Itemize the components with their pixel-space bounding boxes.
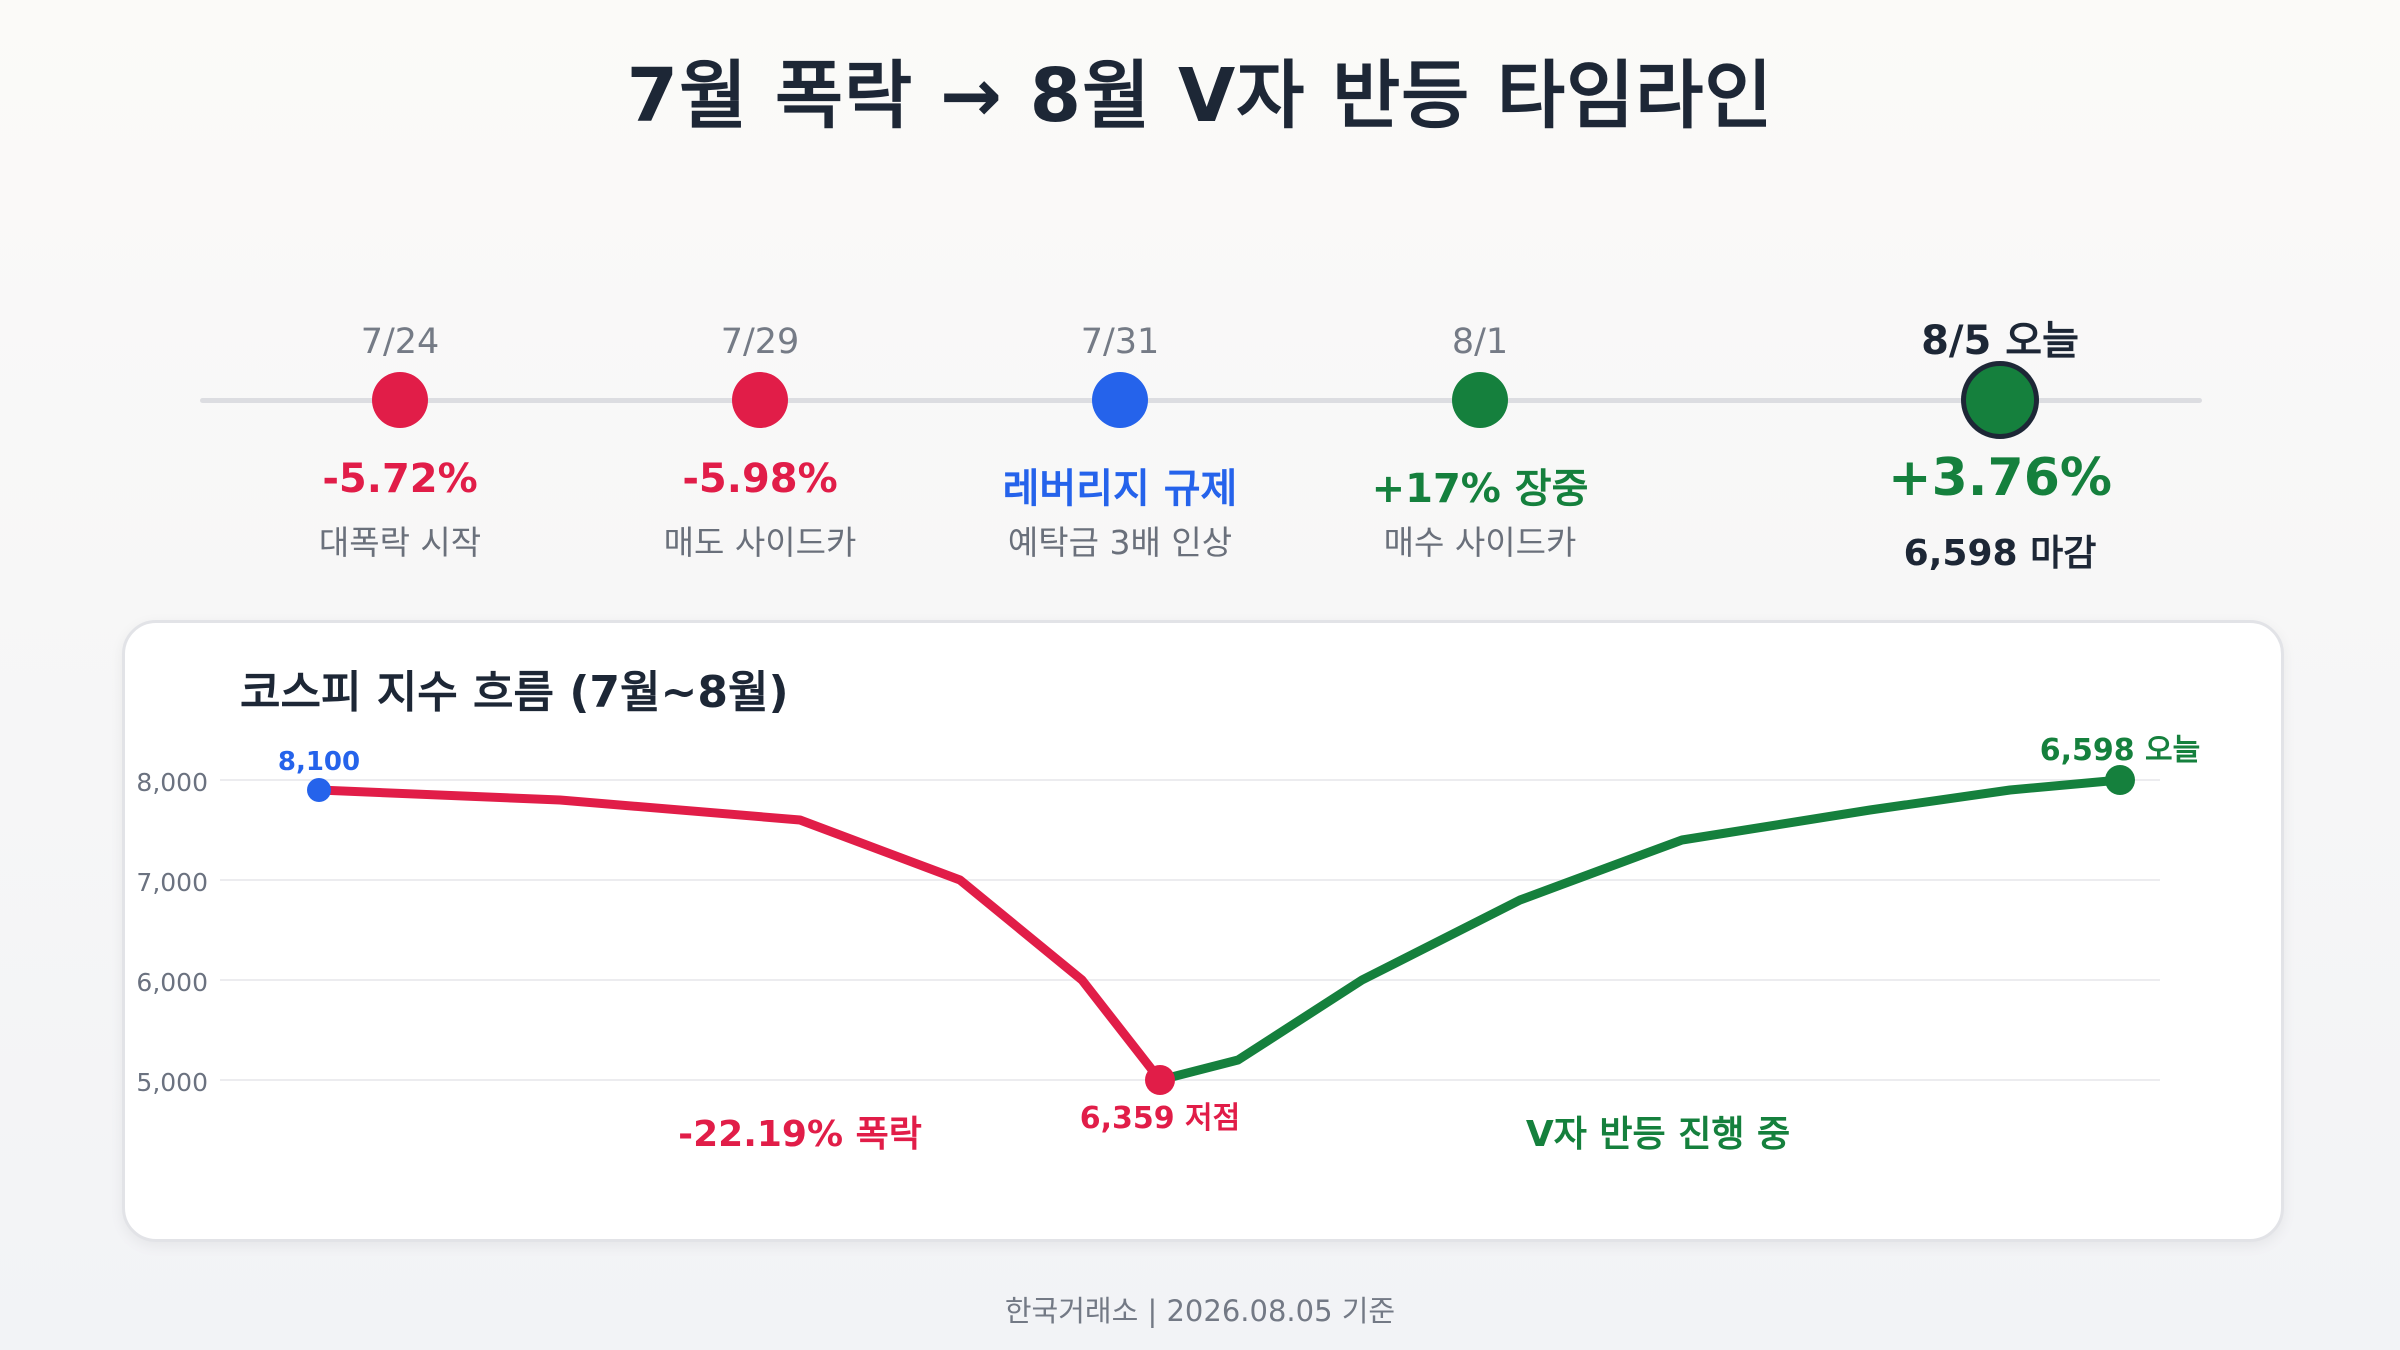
decline-series-line <box>314 785 1165 1085</box>
low-point-label: 6,359 저점 <box>1080 1101 1241 1136</box>
y-tick-label: 5,000 <box>136 1068 208 1097</box>
chart-title: 코스피 지수 흐름 (7월~8월) <box>240 667 789 718</box>
start-point-label: 8,100 <box>278 747 360 777</box>
timeline-event-0729: 7/29 -5.98% 매도 사이드카 <box>550 0 970 600</box>
decline-annotation: -22.19% 폭락 <box>678 1114 922 1155</box>
event-value: -5.98% <box>682 456 838 502</box>
event-value: 레버리지 규제 <box>1002 466 1238 512</box>
timeline-event-today: 8/5 오늘 +3.76% 6,598 마감 <box>1790 0 2210 600</box>
event-date: 7/31 <box>1080 322 1160 362</box>
event-date: 7/24 <box>360 322 440 362</box>
low-point-marker <box>1145 1065 1175 1095</box>
event-desc: 매수 사이드카 <box>1383 523 1577 562</box>
y-tick-label: 8,000 <box>136 768 208 797</box>
today-point-marker <box>2105 765 2135 795</box>
event-value: +3.76% <box>1888 448 2112 508</box>
event-dot <box>1961 361 2039 439</box>
timeline-line <box>200 398 2202 403</box>
chart-card <box>122 620 2284 1242</box>
rebound-series-line <box>1155 775 2125 1085</box>
event-value: -5.72% <box>322 456 478 502</box>
event-dot <box>1452 372 1508 428</box>
event-dot <box>732 372 788 428</box>
timeline-event-0724: 7/24 -5.72% 대폭락 시작 <box>190 0 610 600</box>
event-date: 7/29 <box>720 322 800 362</box>
event-dot <box>372 372 428 428</box>
timeline-event-0801: 8/1 +17% 장중 매수 사이드카 <box>1270 0 1690 600</box>
today-point-label: 6,598 오늘 <box>2040 733 2201 768</box>
page-title: 7월 폭락 → 8월 V자 반등 타임라인 <box>626 53 1774 139</box>
rebound-annotation: V자 반등 진행 중 <box>1526 1114 1790 1155</box>
event-desc: 6,598 마감 <box>1903 533 2097 574</box>
event-date: 8/1 <box>1451 322 1509 362</box>
event-desc: 대폭락 시작 <box>318 523 482 562</box>
event-date: 8/5 오늘 <box>1921 318 2079 364</box>
timeline-event-0731: 7/31 레버리지 규제 예탁금 3배 인상 <box>910 0 1330 600</box>
y-tick-label: 7,000 <box>136 868 208 897</box>
event-desc: 예탁금 3배 인상 <box>1007 523 1233 562</box>
timeline: 7/24 -5.72% 대폭락 시작 7/29 -5.98% 매도 사이드카 7… <box>0 0 2400 600</box>
y-tick-label: 6,000 <box>136 968 208 997</box>
footer-source: 한국거래소 | 2026.08.05 기준 <box>1004 1294 1396 1328</box>
event-value: +17% 장중 <box>1371 466 1589 512</box>
event-dot <box>1092 372 1148 428</box>
start-point-marker <box>307 778 331 802</box>
event-desc: 매도 사이드카 <box>663 523 857 562</box>
